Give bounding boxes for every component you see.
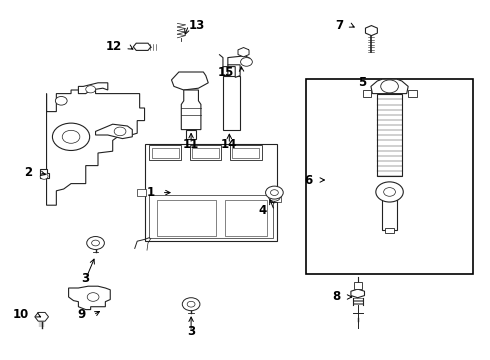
Text: 2: 2	[24, 166, 32, 179]
Polygon shape	[96, 124, 132, 139]
Text: 3: 3	[82, 273, 90, 285]
Text: 8: 8	[332, 291, 341, 303]
Text: 11: 11	[183, 138, 199, 150]
Circle shape	[270, 190, 278, 195]
Bar	[385, 228, 394, 233]
Bar	[306, 79, 473, 274]
Polygon shape	[366, 26, 377, 36]
Circle shape	[40, 174, 48, 179]
Bar	[230, 145, 262, 160]
Polygon shape	[363, 90, 371, 97]
Bar	[149, 195, 273, 238]
Polygon shape	[47, 90, 145, 205]
Circle shape	[92, 240, 99, 246]
Bar	[149, 145, 181, 160]
Polygon shape	[408, 90, 416, 97]
Text: 14: 14	[221, 138, 238, 150]
Polygon shape	[186, 130, 196, 139]
Polygon shape	[181, 90, 201, 130]
Bar	[382, 192, 397, 230]
Circle shape	[87, 237, 104, 249]
Text: 12: 12	[105, 40, 122, 53]
Circle shape	[55, 96, 67, 105]
Bar	[190, 145, 221, 160]
Text: 13: 13	[189, 19, 205, 32]
Circle shape	[182, 298, 200, 311]
Bar	[137, 189, 146, 196]
Polygon shape	[133, 43, 151, 50]
Polygon shape	[377, 94, 402, 176]
Circle shape	[187, 301, 195, 307]
Bar	[145, 144, 277, 241]
Polygon shape	[223, 65, 240, 77]
Polygon shape	[69, 286, 110, 310]
Bar	[269, 193, 281, 202]
Text: 6: 6	[304, 174, 313, 186]
Circle shape	[114, 127, 126, 136]
Circle shape	[86, 86, 96, 93]
Circle shape	[269, 193, 280, 201]
Polygon shape	[35, 312, 49, 321]
Bar	[157, 200, 216, 236]
Text: 4: 4	[259, 204, 267, 217]
Text: 10: 10	[13, 309, 29, 321]
Polygon shape	[40, 169, 49, 178]
Polygon shape	[78, 83, 108, 94]
Circle shape	[381, 80, 398, 93]
Text: 15: 15	[218, 66, 234, 78]
Circle shape	[241, 58, 252, 66]
Polygon shape	[351, 289, 365, 298]
Text: 7: 7	[335, 19, 343, 32]
Bar	[152, 148, 179, 158]
Polygon shape	[223, 76, 240, 130]
Bar	[225, 200, 267, 236]
Circle shape	[376, 182, 403, 202]
Text: 9: 9	[77, 309, 86, 321]
Polygon shape	[172, 72, 208, 90]
Bar	[232, 148, 259, 158]
Bar	[354, 282, 362, 289]
Polygon shape	[371, 79, 408, 94]
Polygon shape	[238, 48, 249, 57]
Circle shape	[52, 123, 90, 150]
Bar	[192, 148, 219, 158]
Circle shape	[87, 293, 99, 301]
Circle shape	[384, 188, 395, 196]
Text: 3: 3	[187, 325, 195, 338]
Circle shape	[266, 186, 283, 199]
Text: 1: 1	[146, 186, 154, 199]
Circle shape	[62, 130, 80, 143]
Text: 5: 5	[359, 76, 367, 89]
